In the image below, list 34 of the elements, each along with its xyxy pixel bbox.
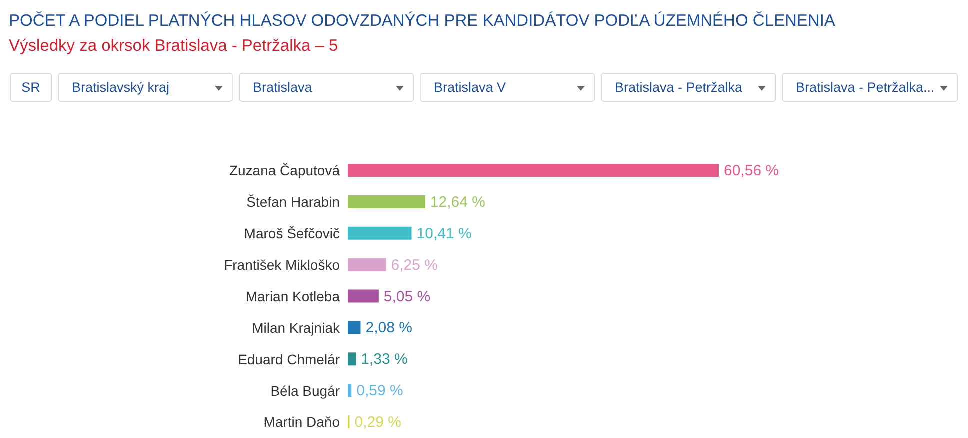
data-label: 5,05 % [384,288,431,306]
bar [348,352,356,366]
data-label: 1,33 % [361,351,408,368]
bar [348,164,719,177]
y-tick-label: Štefan Harabin [246,194,340,210]
dropdown-field: Bratislava - Petržalka [601,73,776,102]
chart-title: POČET A PODIEL PLATNÝCH HLASOV ODOVZDANÝCH PRE KANDIDÁTOV PODĽA ÚZEMNÉHO ČLENENIA [9,12,836,31]
y-tick-label: Maroš Šefčovič [244,226,340,242]
dropdown-field: Bratislava [239,73,414,102]
dropdown-field: Bratislava - Petržalka... [782,73,958,102]
y-tick-label: Béla Bugár [270,382,340,399]
data-label: 0,59 % [356,382,404,400]
data-label: 0,29 % [354,414,402,432]
data-label: 10,41 % [416,225,472,242]
bar [348,258,386,272]
y-tick-label: Zuzana Čaputová [229,162,340,179]
bar [348,195,426,208]
data-label: 6,25 % [391,256,438,274]
dropdown-field: SR [10,73,52,102]
bar [348,226,412,240]
dropdown-field: Bratislavský kraj [58,73,233,102]
text: Výsledky za okrsok Bratislava - Petržalka – 5 [9,37,338,56]
y-tick-label: Eduard Chmelár [238,351,340,368]
data-label: 12,64 % [430,194,486,211]
y-tick-label: František Mikloško [224,257,340,274]
y-tick-label: Milan Krajniak [252,320,341,336]
dropdown-field: Bratislava V [420,73,595,102]
bar [348,321,361,334]
data-label: 2,08 % [366,320,412,337]
bar [348,290,379,303]
data-label: 60,56 % [724,162,780,180]
y-tick-label: Martin Daňo [264,414,340,430]
y-tick-label: Marian Kotleba [246,288,340,304]
bar [348,384,352,398]
